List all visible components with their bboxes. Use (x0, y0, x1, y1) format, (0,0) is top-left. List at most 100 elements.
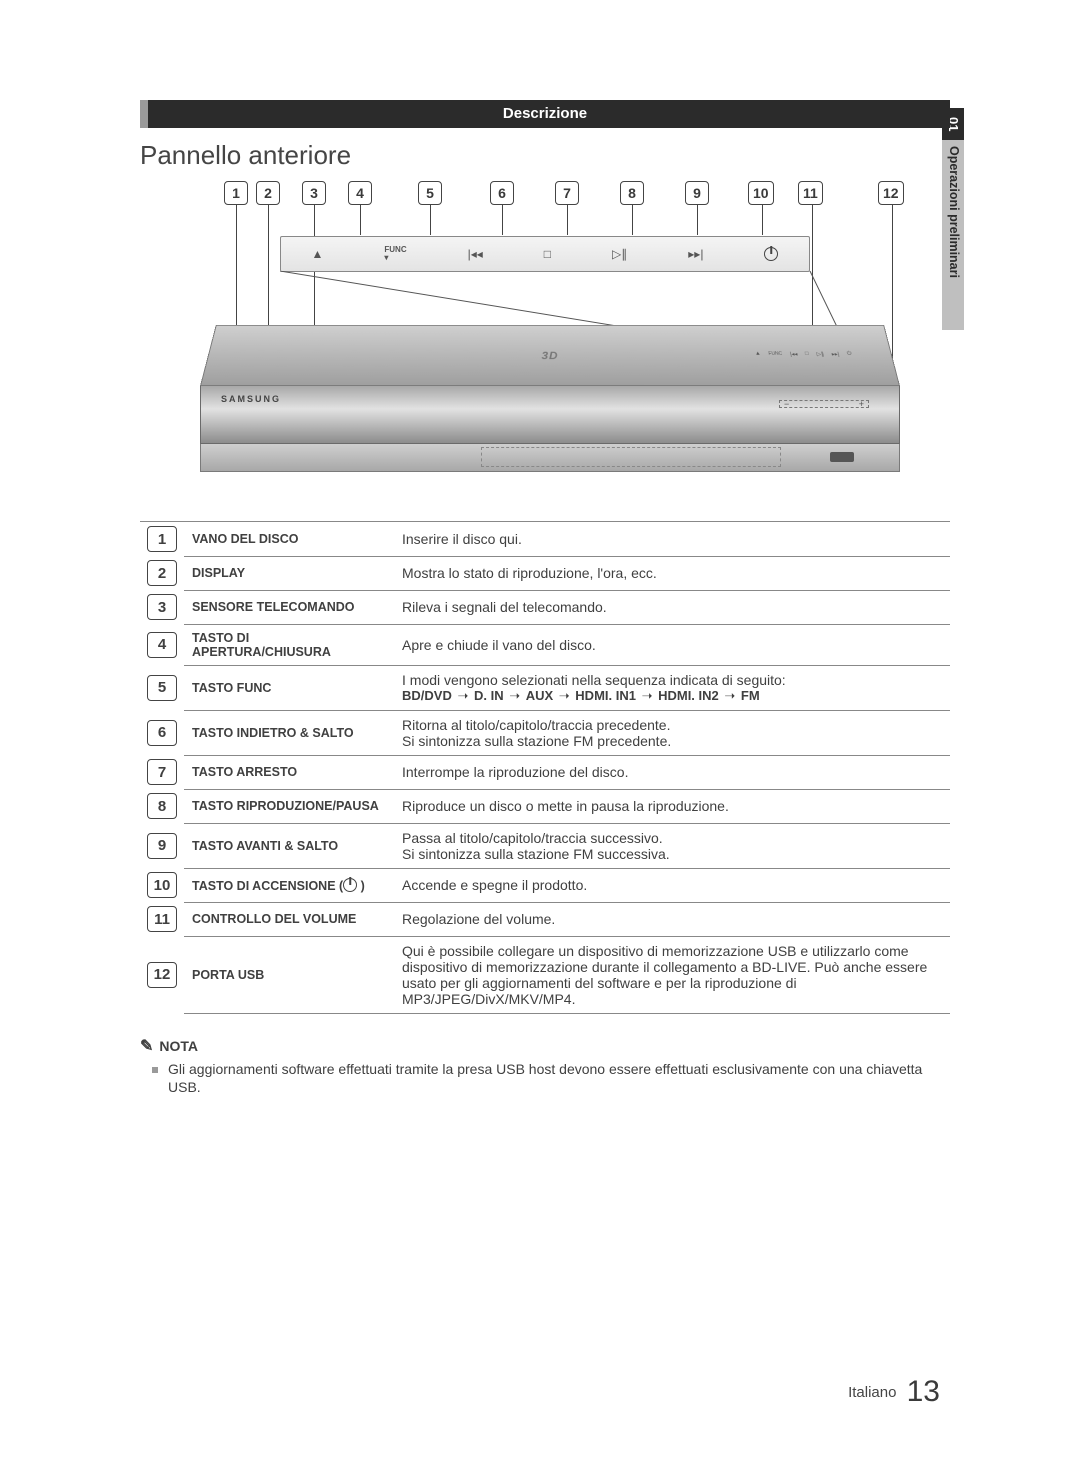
device-volume-control: − + (779, 400, 869, 408)
row-label-cell: CONTROLLO DEL VOLUME (184, 902, 394, 936)
row-desc-cell: I modi vengono selezionati nella sequenz… (394, 665, 950, 710)
row-desc-line: Ritorna al titolo/capitolo/traccia prece… (402, 717, 942, 733)
vol-plus: + (859, 399, 864, 409)
device-3d-logo: 3D (541, 350, 558, 362)
row-number-box: 1 (147, 526, 177, 552)
note-heading: ✎ NOTA (140, 1036, 950, 1056)
row-desc-cell: Inserire il disco qui. (394, 522, 950, 557)
row-desc-cell: Riproduce un disco o mette in pausa la r… (394, 789, 950, 823)
side-tab-chapter-label: Operazioni preliminari (942, 140, 964, 330)
row-label-cell: TASTO DI APERTURA/CHIUSURA (184, 624, 394, 665)
row-number-cell: 9 (140, 823, 184, 868)
callout-1: 1 (224, 181, 248, 205)
table-row: 6 TASTO INDIETRO & SALTO Ritorna al titolo… (140, 710, 950, 755)
skip-forward-icon: ▸▸| (688, 247, 703, 261)
eject-icon: ▲ (312, 247, 324, 261)
row-label-cell: DISPLAY (184, 556, 394, 590)
row-label-cell: VANO DEL DISCO (184, 522, 394, 557)
row-number-box: 12 (147, 962, 177, 988)
callout-10: 10 (748, 181, 774, 205)
section-header-bar: Descrizione (140, 100, 950, 128)
device-brand-label: SAMSUNG (221, 394, 281, 404)
row-desc-cell: Accende e spegne il prodotto. (394, 868, 950, 902)
table-row: 1 VANO DEL DISCOInserire il disco qui. (140, 522, 950, 557)
footer-page-number: 13 (907, 1375, 940, 1408)
row-desc-cell: Qui è possibile collegare un dispositivo… (394, 936, 950, 1013)
row-number-cell: 5 (140, 665, 184, 710)
power-icon (764, 247, 778, 262)
row-desc-line: Si sintonizza sulla stazione FM preceden… (402, 733, 942, 749)
row-number-box: 3 (147, 594, 177, 620)
note-icon: ✎ (140, 1036, 153, 1056)
row-number-cell: 3 (140, 590, 184, 624)
row-number-box: 11 (147, 906, 177, 932)
callout-3: 3 (302, 181, 326, 205)
callout-8: 8 (620, 181, 644, 205)
row-desc-cell: Passa al titolo/capitolo/traccia success… (394, 823, 950, 868)
row-number-box: 9 (147, 833, 177, 859)
page-footer: Italiano 13 (848, 1375, 940, 1409)
footer-language: Italiano (848, 1384, 896, 1401)
row-number-box: 4 (147, 632, 177, 658)
callout-7: 7 (555, 181, 579, 205)
usb-port (830, 452, 854, 462)
row-number-box: 7 (147, 759, 177, 785)
table-row: 4 TASTO DI APERTURA/CHIUSURAApre e chiude… (140, 624, 950, 665)
row-label-cell: SENSORE TELECOMANDO (184, 590, 394, 624)
row-number-cell: 12 (140, 936, 184, 1013)
row-desc-cell: Regolazione del volume. (394, 902, 950, 936)
row-desc-cell: Apre e chiude il vano del disco. (394, 624, 950, 665)
note-item: Gli aggiornamenti software effettuati tr… (140, 1060, 950, 1098)
row-number-cell: 6 (140, 710, 184, 755)
row-label-cell: TASTO RIPRODUZIONE/PAUSA (184, 789, 394, 823)
mode-sequence: BD/DVD ➝ D. IN ➝ AUX ➝ HDMI. IN1 ➝ HDMI.… (402, 688, 942, 704)
row-desc-cell: Rileva i segnali del telecomando. (394, 590, 950, 624)
note-block: ✎ NOTA Gli aggiornamenti software effett… (140, 1036, 950, 1098)
table-row: 11 CONTROLLO DEL VOLUMERegolazione del vo… (140, 902, 950, 936)
callout-12: 12 (878, 181, 904, 205)
table-row: 9 TASTO AVANTI & SALTO Passa al titolo/cap… (140, 823, 950, 868)
row-desc-line: Si sintonizza sulla stazione FM successi… (402, 846, 942, 862)
row-number-box: 2 (147, 560, 177, 586)
callout-11: 11 (798, 181, 823, 205)
skip-back-icon: |◂◂ (468, 247, 483, 261)
power-icon (343, 878, 357, 892)
parts-table: 1 VANO DEL DISCOInserire il disco qui. 2 DI… (140, 521, 950, 1014)
row-desc-line: Passa al titolo/capitolo/traccia success… (402, 830, 942, 846)
side-tab: 01 Operazioni preliminari (942, 108, 964, 608)
row-number-cell: 1 (140, 522, 184, 557)
row-desc-cell: Interrompe la riproduzione del disco. (394, 755, 950, 789)
disc-slot (481, 447, 781, 467)
callout-5: 5 (418, 181, 442, 205)
page: 01 Operazioni preliminari Descrizione Pa… (0, 0, 1080, 1479)
row-number-cell: 8 (140, 789, 184, 823)
note-heading-text: NOTA (159, 1038, 198, 1054)
callout-6: 6 (490, 181, 514, 205)
table-row: 3 SENSORE TELECOMANDORileva i segnali del… (140, 590, 950, 624)
row-number-cell: 2 (140, 556, 184, 590)
table-row: 5TASTO FUNCI modi vengono selezionati ne… (140, 665, 950, 710)
device-tray-panel (200, 444, 900, 472)
control-strip-zoom: ▲ FUNC▾ |◂◂ □ ▷∥ ▸▸| (280, 236, 810, 272)
table-row: 10 TASTO DI ACCENSIONE ( )Accende e spegn… (140, 868, 950, 902)
row-label-cell: TASTO ARRESTO (184, 755, 394, 789)
table-row: 7 TASTO ARRESTOInterrompe la riproduzione… (140, 755, 950, 789)
row-number-box: 6 (147, 720, 177, 746)
callout-2: 2 (256, 181, 280, 205)
vol-minus: − (784, 399, 789, 409)
row-number-box: 8 (147, 793, 177, 819)
row-number-cell: 10 (140, 868, 184, 902)
row-desc-cell: Ritorna al titolo/capitolo/traccia prece… (394, 710, 950, 755)
row-label-cell: TASTO INDIETRO & SALTO (184, 710, 394, 755)
table-row: 2DISPLAYMostra lo stato di riproduzione,… (140, 556, 950, 590)
row-label-cell: TASTO DI ACCENSIONE ( ) (184, 868, 394, 902)
row-number-box: 5 (147, 675, 177, 701)
device-top-panel: 3D ▲FUNC|◂◂□▷∥▸▸|⏻ (200, 325, 900, 386)
row-label-cell: PORTA USB (184, 936, 394, 1013)
row-number-box: 10 (147, 872, 177, 898)
play-pause-icon: ▷∥ (612, 247, 627, 261)
table-row: 12 PORTA USBQui è possibile collegare un … (140, 936, 950, 1013)
row-label-cell: TASTO AVANTI & SALTO (184, 823, 394, 868)
table-row: 8 TASTO RIPRODUZIONE/PAUSARiproduce un di… (140, 789, 950, 823)
callout-9: 9 (685, 181, 709, 205)
